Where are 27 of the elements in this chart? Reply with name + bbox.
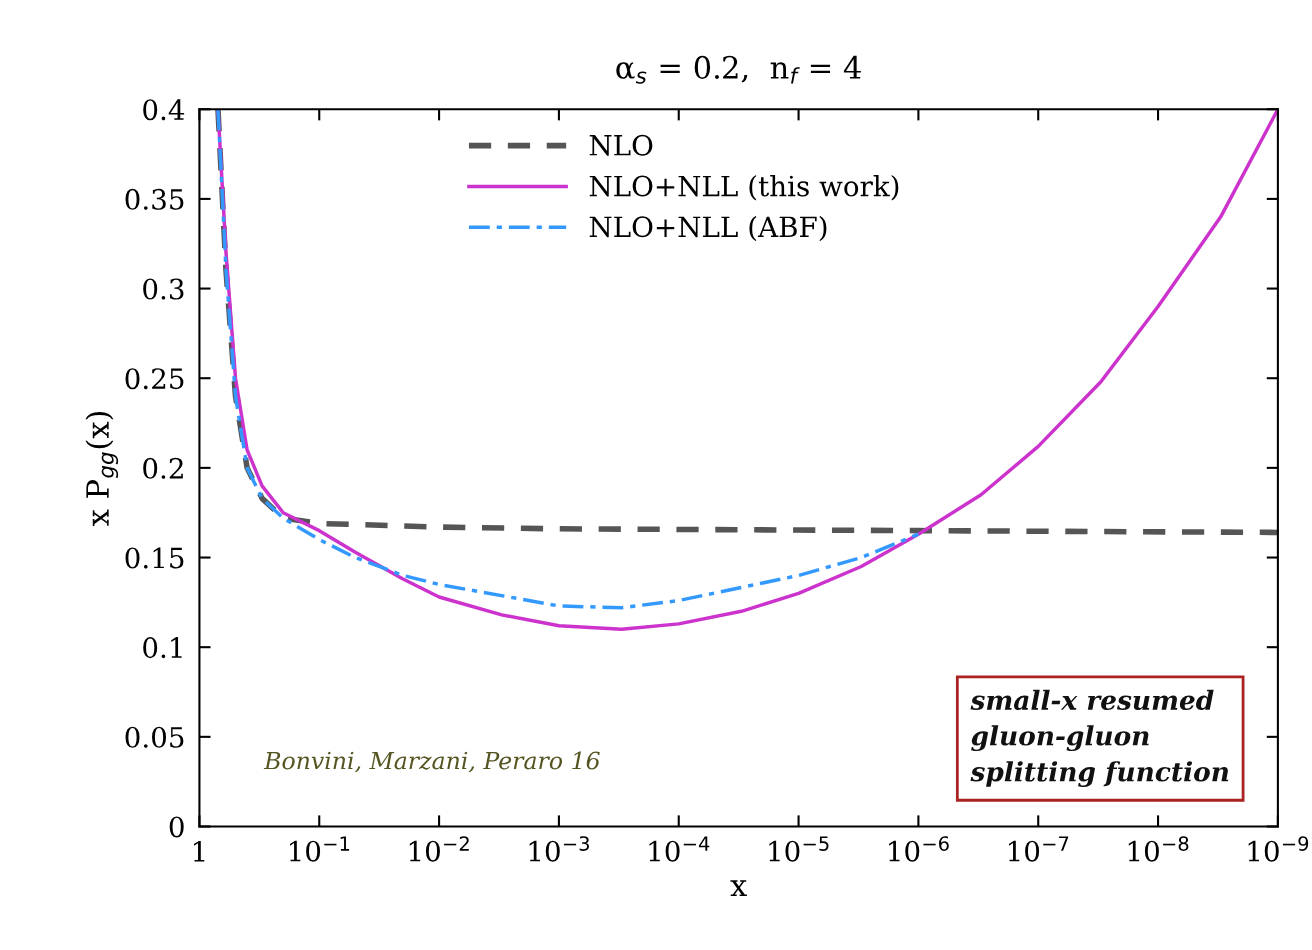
- legend-label: NLO+NLL (ABF): [589, 215, 827, 242]
- annotation: Bonvini, Marzani, Peraro 16: [263, 751, 600, 773]
- legend-label: NLO: [589, 134, 653, 156]
- legend-label: NLO+NLL (this work): [589, 175, 899, 201]
- y-tick-label: 0.4: [143, 99, 185, 121]
- y-tick-label: 0.35: [125, 188, 184, 210]
- y-tick-label: 0: [169, 816, 184, 838]
- chart-title: α$_{s}$ = 0.2, n$_{f}$ = 4: [616, 55, 861, 84]
- y-tick-label: 0.1: [143, 637, 182, 659]
- x-tick-label: 10$^{−8}$: [1128, 836, 1189, 862]
- x-tick-label: 10$^{−3}$: [529, 836, 589, 862]
- y-tick-label: 0.25: [125, 368, 184, 390]
- x-tick-label: 10$^{−9}$: [1248, 836, 1309, 862]
- y-tick-label: 0.15: [125, 547, 184, 569]
- y-tick-label: 0.3: [143, 278, 184, 300]
- x-tick-label: 10$^{−4}$: [649, 836, 710, 862]
- annotation: small-x resumed gluon-gluon splitting function: [970, 689, 1229, 788]
- y-axis-title: x P$_{gg}$(x): [85, 411, 119, 527]
- y-tick-label: 0.05: [125, 726, 184, 748]
- x-tick-label: 10$^{−2}$: [409, 836, 469, 862]
- x-tick-label: 10$^{−5}$: [769, 836, 829, 862]
- x-tick-label: 10$^{−1}$: [290, 836, 350, 862]
- x-tick-label: 10$^{−6}$: [889, 836, 949, 862]
- x-tick-label: 1: [193, 840, 205, 862]
- x-tick-label: 10$^{−7}$: [1008, 836, 1069, 862]
- y-tick-label: 0.2: [143, 457, 183, 479]
- x-axis-title: x: [730, 880, 747, 897]
